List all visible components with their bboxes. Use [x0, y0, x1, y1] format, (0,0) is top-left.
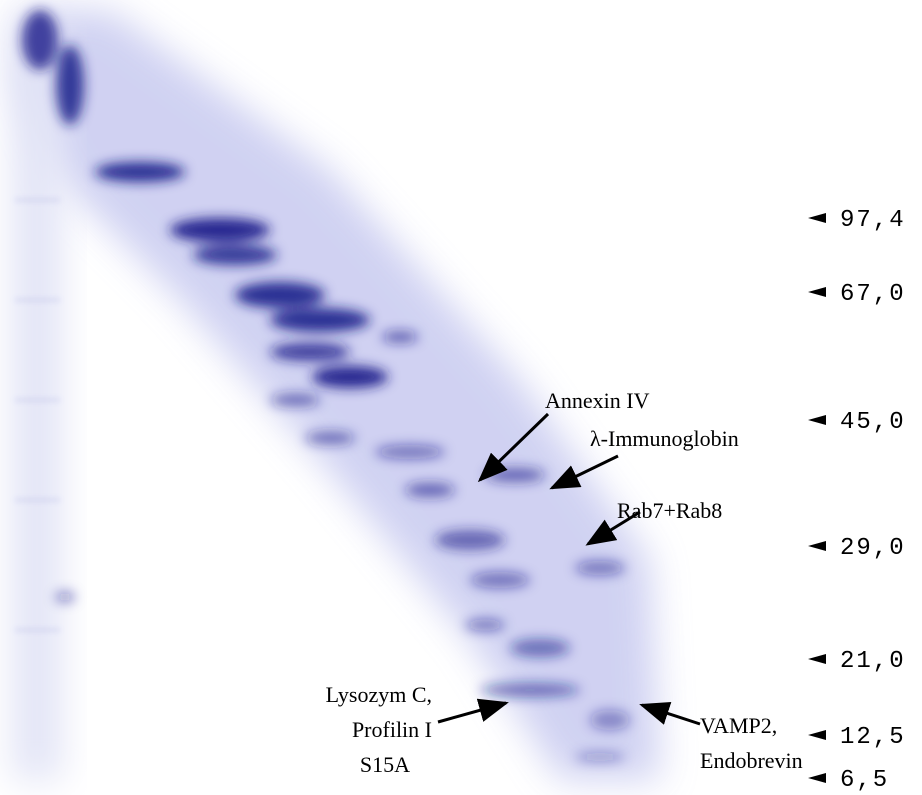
annotation-label: Rab7+Rab8 [617, 498, 722, 523]
annotation-label: Annexin IV [545, 388, 650, 413]
marker-arrow [808, 654, 826, 664]
annotation-label: Lysozym C, [326, 682, 432, 707]
annotation-label: λ-Immunoglobin [590, 426, 739, 451]
annotation-label: Profilin I [352, 717, 432, 742]
annotation-label: VAMP2, [700, 713, 777, 738]
marker-label: 6,5 [840, 767, 889, 794]
marker-arrow [808, 213, 826, 223]
marker-arrow [808, 730, 826, 740]
marker-arrow [808, 773, 826, 783]
marker-label: 97,4 [840, 207, 906, 234]
annotation-label: Endobrevin [700, 748, 803, 773]
marker-arrow [808, 415, 826, 425]
marker-label: 67,0 [840, 281, 906, 308]
marker-label: 12,5 [840, 724, 906, 751]
marker-label: 45,0 [840, 409, 906, 436]
marker-label: 21,0 [840, 648, 906, 675]
annotation-label: S15A [360, 752, 410, 777]
marker-label: 29,0 [840, 535, 906, 562]
arrow [438, 703, 506, 722]
marker-arrow [808, 287, 826, 297]
gel-figure: 97,4 67,0 45,0 29,0 21,0 12,5 6,5 Annexin IV λ… [0, 0, 922, 795]
marker-ladder: 97,4 67,0 45,0 29,0 21,0 12,5 6,5 [808, 207, 906, 794]
marker-arrow [808, 541, 826, 551]
